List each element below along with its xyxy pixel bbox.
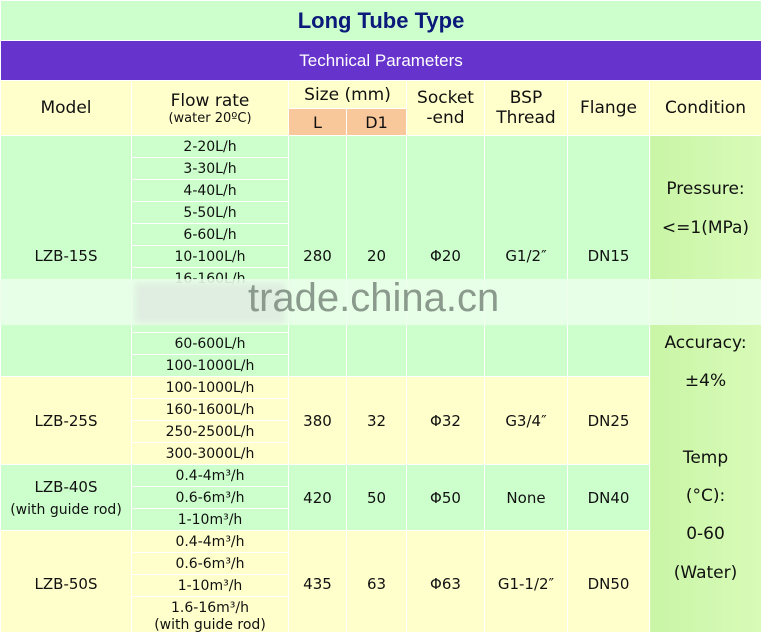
flow-cell: 3-30L/h [131,157,289,180]
flow-cell: 0.6-6m³/h [131,486,289,509]
flow-cell: 1.6-16m³/h (with guide rod) [131,596,289,632]
flow-cell: 1-10m³/h [131,508,289,531]
condition-cell: Pressure: <=1(MPa) Accuracy: ±4% Temp (°… [649,135,761,632]
header-bsp: BSP Thread [484,80,568,136]
model-cell: LZB-50S [0,530,132,632]
flange-cell: DN25 [567,376,650,465]
flow-cell: 4-40L/h [131,179,289,202]
flow-cell: 100-1000L/h [131,354,289,377]
flow-cell: 60-600L/h [131,332,289,355]
flow-cell: 6-60L/h [131,223,289,246]
header-D1: D1 [346,108,407,136]
D1-cell: 32 [346,376,407,465]
flange-cell: DN15 [567,135,650,377]
L-cell: 280 [288,135,347,377]
watermark-band [0,279,761,325]
table-subtitle: Technical Parameters [0,40,761,81]
model-cell: LZB-40S (with guide rod) [0,464,132,531]
watermark-logo: trade.china.cn [248,276,500,320]
header-size: Size (mm) [288,80,407,109]
flow-cell: 160-1600L/h [131,398,289,421]
flow-cell: 300-3000L/h [131,442,289,465]
flow-cell: 5-50L/h [131,201,289,224]
D1-cell: 63 [346,530,407,632]
L-cell: 420 [288,464,347,531]
header-condition: Condition [649,80,761,136]
header-socket: Socket -end [406,80,485,136]
flow-cell: 0.4-4m³/h [131,530,289,553]
model-cell: LZB-15S [0,135,132,377]
D1-cell: 20 [346,135,407,377]
bsp-cell: None [484,464,568,531]
flow-cell: 100-1000L/h [131,376,289,399]
model-cell: LZB-25S [0,376,132,465]
socket-cell: Φ32 [406,376,485,465]
header-flow: Flow rate (water 20ºC) [131,80,289,136]
table-title: Long Tube Type [0,0,761,41]
socket-cell: Φ20 [406,135,485,377]
bsp-cell: G1/2″ [484,135,568,377]
flow-cell: 250-2500L/h [131,420,289,443]
header-flange: Flange [567,80,650,136]
socket-cell: Φ50 [406,464,485,531]
flow-cell: 0.4-4m³/h [131,464,289,487]
socket-cell: Φ63 [406,530,485,632]
flow-cell: 10-100L/h [131,245,289,268]
watermark-blur [135,283,285,323]
header-model: Model [0,80,132,136]
flange-cell: DN50 [567,530,650,632]
L-cell: 380 [288,376,347,465]
L-cell: 435 [288,530,347,632]
flow-cell: 1-10m³/h [131,574,289,597]
flange-cell: DN40 [567,464,650,531]
flow-cell: 0.6-6m³/h [131,552,289,575]
bsp-cell: G1-1/2″ [484,530,568,632]
header-L: L [288,108,347,136]
flow-cell: 2-20L/h [131,135,289,158]
bsp-cell: G3/4″ [484,376,568,465]
D1-cell: 50 [346,464,407,531]
